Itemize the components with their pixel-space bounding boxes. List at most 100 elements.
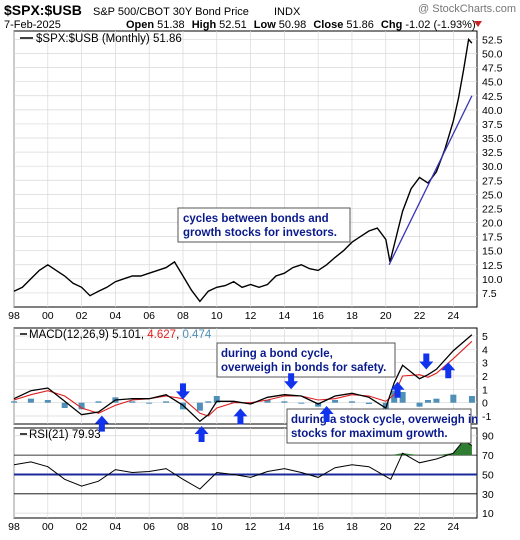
price-ytick-label: 50.0 [482,49,503,61]
macd-ytick-label: -1 [482,411,491,423]
macd-histogram-bar [365,402,372,404]
price-frame [13,30,478,308]
price-x-axis: 98 00 02 04 06 08 10 12 14 16 18 20 22 24 [8,310,459,322]
macd-histogram-bar [27,398,34,403]
bottom-xtick-label: 10 [211,521,223,533]
close-value: 51.86 [346,19,374,31]
rsi-line [13,439,473,490]
signal-value: 4.627 [147,329,176,341]
bottom-xtick-label: 20 [380,521,392,533]
price-xtick-label: 22 [414,310,426,322]
macd-histogram-bar [205,401,212,403]
macd-histogram-bar [332,400,339,403]
macd-histogram-bar [61,402,68,408]
up-arrow-icon [319,406,334,422]
low-label: Low [254,19,276,31]
annotation-line-2: overweigh in bonds for safety. [221,362,386,374]
chg-value: -1.02 (-1.93%) [405,19,475,31]
macd-histogram-bar [196,402,203,411]
price-ytick-label: 32.5 [482,147,503,159]
cycle-arrows [94,353,456,442]
price-xtick-label: 24 [447,310,459,322]
price-ytick-label: 22.5 [482,203,503,215]
macd-name: MACD(12,26,9) [29,329,109,341]
signal-line [13,340,473,417]
macd-histogram-bar [433,398,440,403]
up-arrow-icon [194,426,209,442]
symbol-title: $SPX:$USB [4,2,82,18]
price-ytick-label: 47.5 [482,63,503,75]
price-ytick-label: 27.5 [482,175,503,187]
high-label: High [192,19,217,31]
price-xtick-label: 10 [211,310,223,322]
macd-histogram-bar [391,390,398,403]
price-xtick-label: 12 [245,310,257,322]
macd-histogram-bar [399,392,406,403]
annotation-line-1: during a stock cycle, overweigh in [291,414,478,426]
bottom-xtick-label: 98 [8,521,20,533]
price-ytick-label: 17.5 [482,232,503,244]
down-arrow-icon [284,373,299,390]
rsi-ytick-label: 30 [482,489,494,501]
down-arrow-icon [419,353,434,370]
price-xtick-label: 06 [143,310,155,322]
price-legend: $SPX:$USB (Monthly) 51.86 [20,33,182,45]
price-xtick-label: 00 [42,310,54,322]
price-ytick-label: 15.0 [482,246,503,258]
low-value: 50.98 [279,19,307,31]
rsi-ytick-label: 90 [482,431,494,443]
bottom-xtick-label: 24 [447,521,459,533]
rsi-legend-label: RSI(21) 79.93 [29,429,101,441]
quote-date: 7-Feb-2025 [4,19,61,31]
macd-histogram-bar [264,400,271,403]
macd-histogram-bar [416,402,423,407]
watermark: @ StockCharts.com [418,3,516,15]
price-xtick-label: 08 [177,310,189,322]
macd-histogram-bar [78,402,85,410]
macd-histogram-bar [281,401,288,403]
macd-histogram-bar [424,400,431,403]
trendline [388,95,473,266]
macd-ytick-label: 0 [482,398,488,410]
macd-value: 5.101 [112,329,141,341]
bottom-xtick-label: 12 [245,521,257,533]
macd-ytick-label: 5 [482,331,488,343]
price-xtick-label: 04 [110,310,122,322]
macd-ytick-label: 1 [482,384,488,396]
annotation-bonds-stocks: cycles between bonds and growth stocks f… [177,207,351,243]
rsi-name: RSI(21) [29,429,69,441]
price-panel: 7.5 10.0 12.5 15.0 17.5 20.0 22.5 25.0 27.5 30.0 3… [13,30,503,308]
macd-histogram-bar [163,401,170,403]
annotation-box [177,207,351,243]
annotation-box [286,408,472,444]
macd-histogram-bar [298,402,305,404]
rsi-legend: RSI(21) 79.93 [20,429,101,441]
macd-legend: MACD(12,26,9) 5.101, 4.627, 0.474 [20,329,212,341]
price-line [13,37,473,303]
macd-histogram-bar [213,396,220,403]
up-arrow-icon [390,381,405,398]
histogram-value: 0.474 [182,329,211,341]
macd-ytick-label: 4 [482,344,488,356]
price-ytick-label: 30.0 [482,161,503,173]
bottom-xtick-label: 04 [110,521,122,533]
price-ytick-label: 45.0 [482,77,503,89]
price-ytick-label: 10.0 [482,274,503,286]
up-arrow-icon [233,408,248,425]
price-xtick-label: 98 [8,310,20,322]
price-ytick-label: 20.0 [482,218,503,230]
annotation-line-2: growth stocks for investors. [183,227,337,239]
macd-histogram-bar [146,402,153,404]
bottom-xtick-label: 00 [42,521,54,533]
price-ytick-label: 37.5 [482,119,503,131]
close-label: Close [313,19,343,31]
macd-histogram-bar [382,402,389,410]
macd-histogram-bar [348,401,355,403]
price-xtick-label: 18 [346,310,358,322]
symbol-description: S&P 500/CBOT 30Y Bond Price [93,6,249,18]
annotation-line-1: during a bond cycle, [221,348,333,360]
price-xtick-label: 02 [76,310,88,322]
high-value: 52.51 [219,19,247,31]
exchange-label: INDX [274,6,301,18]
price-xtick-label: 20 [380,310,392,322]
